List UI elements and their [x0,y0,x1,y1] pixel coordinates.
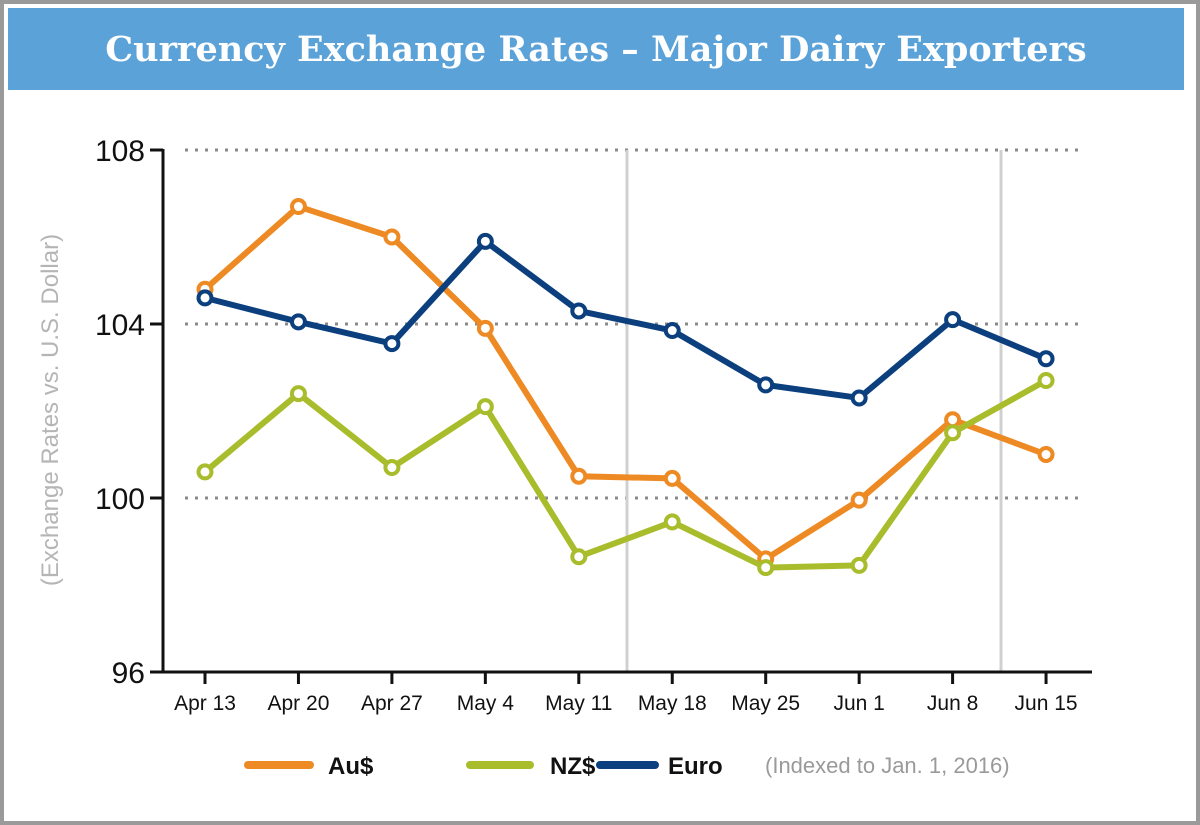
data-point [850,556,868,574]
y-tick-label: 108 [95,135,145,168]
data-point [1037,372,1055,390]
data-point [944,311,962,329]
x-tick-label: May 18 [638,692,707,715]
data-point [757,559,775,577]
series-line [203,203,1048,562]
data-point [476,232,494,250]
data-point [1037,446,1055,463]
data-point [663,469,681,487]
data-point [850,389,868,407]
index-note: (Indexed to Jan. 1, 2016) [765,753,1010,778]
data-point [944,424,962,442]
chart-title: Currency Exchange Rates – Major Dairy Ex… [8,8,1184,90]
x-tick-label: Jun 8 [927,692,978,715]
legend-label-nz: NZ$ [550,753,596,780]
series-line [204,238,1048,401]
x-tick-label: Apr 20 [268,692,330,715]
x-tick-label: Apr 13 [174,692,236,715]
data-point [289,313,307,331]
series-line [203,377,1048,571]
data-point [663,513,681,531]
y-tick-label: 104 [95,309,145,342]
x-tick-label: May 25 [731,692,800,715]
data-point [289,385,307,403]
data-point [196,289,214,307]
x-tick-label: Apr 27 [361,692,423,715]
data-point [196,463,214,481]
series-NZ$ [196,372,1055,577]
y-tick-label: 100 [95,483,145,516]
data-point [383,335,401,353]
data-point [383,459,401,477]
data-point [383,228,401,246]
data-point [757,376,775,394]
y-tick-label: 96 [112,657,145,690]
x-tick-label: Jun 1 [833,692,884,715]
legend-label-au: Au$ [328,753,374,780]
x-tick-label: May 11 [545,692,612,715]
data-point [476,398,494,416]
data-point [570,302,588,320]
series-Euro [196,232,1055,407]
data-point [850,491,868,509]
data-point [1037,350,1055,368]
data-point [289,198,307,216]
data-point [663,322,681,340]
legend-label-euro: Euro [668,753,723,780]
data-point [570,548,588,566]
data-point [570,467,588,485]
y-axis-label: (Exchange Rates vs. U.S. Dollar) [37,234,64,586]
x-tick-label: Jun 15 [1015,692,1078,715]
x-tick-label: May 4 [457,692,515,715]
data-point [476,319,494,337]
